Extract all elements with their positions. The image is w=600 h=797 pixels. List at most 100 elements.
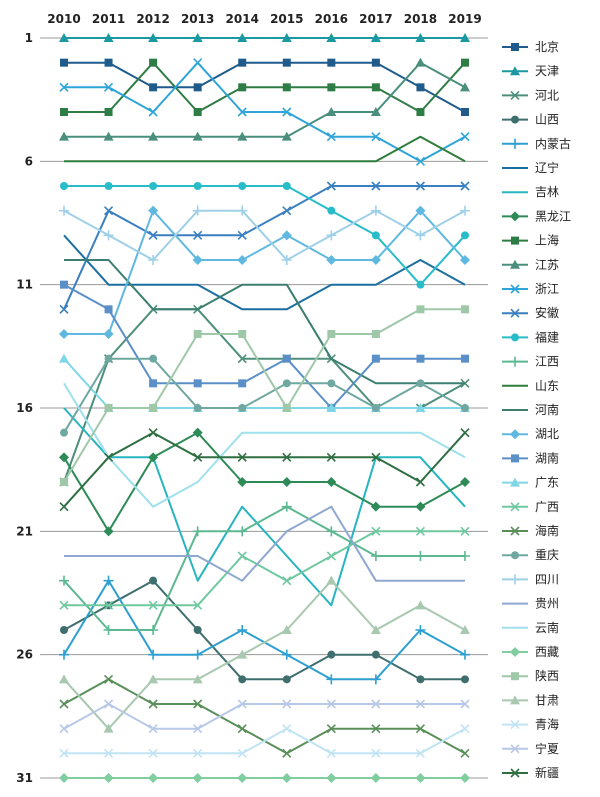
data-point [415, 501, 426, 512]
data-point [192, 674, 203, 684]
series-line [63, 407, 466, 607]
legend-label: 山东 [535, 379, 559, 393]
legend-item: 广东 [502, 476, 559, 490]
series-line [63, 283, 465, 409]
data-point [281, 230, 292, 241]
data-point [104, 108, 113, 116]
data-point [59, 699, 69, 709]
data-point [416, 379, 425, 388]
legend-label: 福建 [535, 329, 559, 344]
legend-swatch-marker [510, 502, 520, 512]
data-point [460, 773, 470, 783]
data-point [460, 699, 470, 709]
legend-label: 辽宁 [535, 160, 559, 175]
data-point [282, 452, 292, 462]
data-point [327, 379, 336, 388]
series-12 [59, 181, 470, 314]
series-11 [59, 58, 470, 166]
legend-label: 内蒙古 [535, 136, 571, 151]
legend-label: 湖北 [535, 426, 559, 441]
data-point [326, 107, 337, 116]
data-point [103, 625, 114, 635]
data-point [237, 649, 248, 659]
data-point [371, 83, 380, 92]
series-20 [59, 526, 470, 610]
x-tick-label: 2019 [448, 12, 481, 26]
series-line [64, 530, 465, 607]
data-point [461, 675, 469, 684]
legend-item: 广西 [502, 500, 559, 514]
series-17 [59, 205, 470, 339]
data-point [370, 255, 381, 265]
data-point [193, 58, 203, 68]
y-tick-label: 1 [25, 31, 33, 45]
x-axis-ticks: 2010 2011 2012 2013 2014 2015 2016 2017 2018 2019 [47, 12, 481, 26]
data-point [415, 526, 426, 536]
legend-item: 湖北 [502, 426, 559, 441]
data-point [237, 724, 247, 734]
legend-label: 天津 [535, 64, 559, 78]
data-point [281, 131, 292, 141]
series-2 [59, 33, 470, 42]
data-point [371, 748, 381, 758]
data-point [370, 33, 381, 42]
data-point [326, 724, 336, 734]
data-point [59, 773, 69, 783]
data-point [237, 748, 247, 758]
series-line [64, 135, 466, 163]
data-point [326, 132, 336, 142]
series-27 [60, 305, 469, 486]
legend-swatch-marker [511, 672, 519, 681]
data-point [59, 649, 69, 660]
legend-item: 山西 [502, 113, 559, 127]
legend-item: 新疆 [502, 765, 559, 780]
legend-label: 吉林 [535, 185, 559, 199]
data-point [103, 452, 114, 462]
data-point [371, 526, 381, 536]
data-point [460, 428, 470, 438]
data-point [148, 674, 159, 684]
legend-item: 山东 [502, 379, 559, 393]
data-point [415, 748, 426, 758]
data-point [461, 404, 469, 412]
legend-swatch-marker [510, 647, 520, 657]
series-line [63, 579, 466, 730]
data-point [104, 58, 113, 67]
data-point [326, 773, 337, 783]
series-14 [59, 501, 470, 635]
legend-label: 安徽 [535, 305, 559, 320]
data-point [59, 452, 69, 463]
data-point [104, 182, 113, 190]
data-point [238, 379, 247, 388]
data-point [149, 58, 158, 67]
legend-swatch-marker [510, 90, 520, 100]
series-line [63, 505, 465, 631]
data-point [370, 107, 381, 116]
data-point [193, 182, 202, 190]
data-point [326, 477, 337, 487]
data-point [460, 82, 470, 92]
data-point [192, 255, 203, 265]
legend-label: 云南 [535, 620, 559, 635]
data-point [193, 108, 202, 116]
data-point [460, 748, 470, 758]
data-point [148, 107, 158, 117]
data-point [370, 625, 381, 634]
data-point [193, 699, 203, 709]
data-point [371, 404, 380, 412]
data-point [192, 773, 203, 783]
legend-swatch-marker [511, 236, 519, 245]
legend-swatch-marker [511, 454, 519, 463]
legend-label: 湖南 [535, 450, 559, 465]
legend-item: 青海 [502, 717, 559, 732]
data-point [237, 526, 248, 537]
data-point [103, 674, 114, 684]
data-point [282, 83, 291, 92]
data-point [371, 699, 381, 709]
series-line [63, 678, 466, 755]
series-line [64, 259, 465, 385]
y-tick-label: 6 [25, 154, 33, 168]
legend-item: 西藏 [502, 645, 559, 659]
legend-swatch-marker [510, 768, 520, 778]
